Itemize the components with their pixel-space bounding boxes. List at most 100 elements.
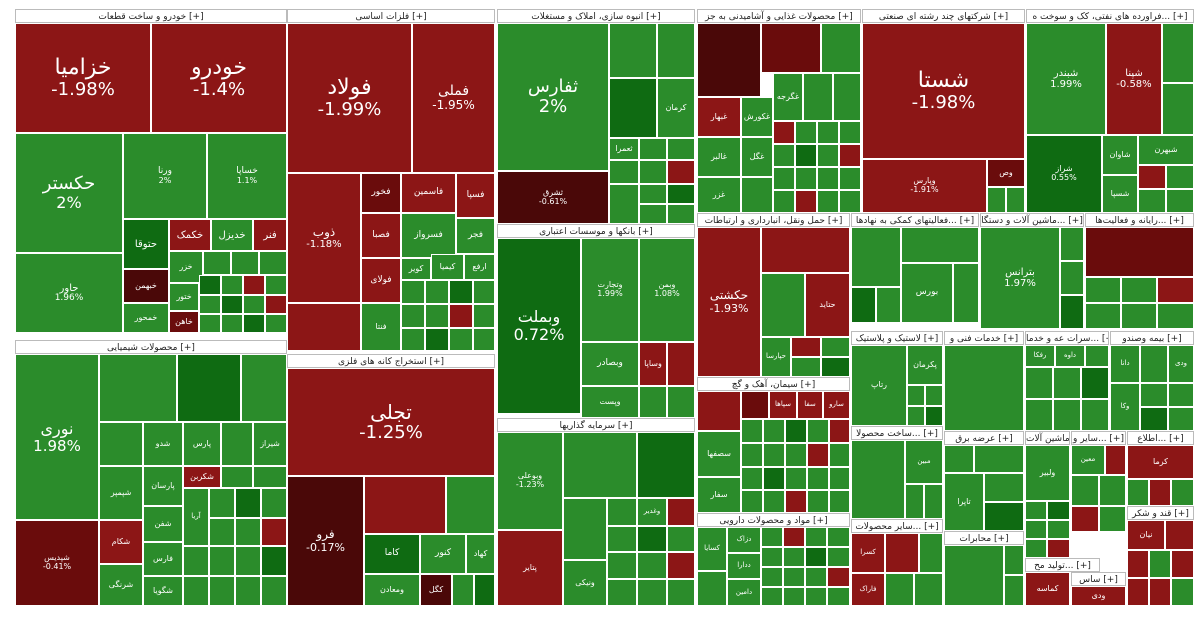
tile-pekerman[interactable]: رتاپ xyxy=(851,345,907,426)
tile-inv-11[interactable] xyxy=(637,579,667,606)
tile-vasepehr[interactable]: ونیکی xyxy=(563,560,607,606)
tile-oil-5[interactable] xyxy=(1138,189,1166,213)
tile-food-9[interactable] xyxy=(795,144,817,167)
tile-nian[interactable]: کماسه xyxy=(1025,572,1070,606)
sector-header-telecom[interactable]: محابرات [+] xyxy=(944,531,1024,545)
tile-saamra[interactable]: ثعمرا xyxy=(609,138,639,160)
tile-elec-3[interactable] xyxy=(984,473,1024,502)
tile-machinery-3[interactable] xyxy=(1060,295,1084,329)
tile-services-3[interactable] xyxy=(1053,367,1081,399)
sector-header-cement[interactable]: سیمان، آهک و گچ [+] xyxy=(697,377,850,391)
sector-header-other-1[interactable]: سایر و... [+] xyxy=(1071,431,1126,445)
tile-metal-small-10[interactable] xyxy=(425,328,449,351)
tile-foolad[interactable]: فولاد -1.99% xyxy=(287,23,412,173)
tile-re-small-1[interactable] xyxy=(609,23,657,78)
tile-inv-2[interactable] xyxy=(607,498,637,526)
tile-chem-big-1[interactable] xyxy=(99,354,177,422)
tile-pharma-5[interactable] xyxy=(827,527,850,547)
tile-mobin[interactable]: تاپرا xyxy=(944,473,984,531)
tile-vanikki[interactable]: وغدیر xyxy=(637,498,667,526)
tile-insurance-5[interactable] xyxy=(1168,407,1194,431)
tile-fars[interactable]: فارس xyxy=(143,542,183,576)
tile-auto-small-6[interactable] xyxy=(243,275,265,295)
tile-kesaya[interactable]: کسرا xyxy=(851,533,885,573)
tile-sesharq[interactable]: ثشرق -0.61% xyxy=(497,171,609,224)
tile-vamaaden[interactable]: ومعادن xyxy=(364,574,420,606)
tile-chem-13[interactable] xyxy=(235,546,261,576)
tile-pharma-15[interactable] xyxy=(783,587,805,606)
tile-info-3[interactable] xyxy=(1171,479,1194,506)
tile-pharma-7[interactable] xyxy=(783,547,805,567)
tile-metalprod-3[interactable] xyxy=(924,484,943,519)
tile-shekarbon[interactable]: شکربن xyxy=(183,466,221,488)
tile-daveh[interactable]: دامین xyxy=(727,579,761,606)
tile-food-19[interactable] xyxy=(839,190,861,213)
tile-vabemellat[interactable]: وبملت 0.72% xyxy=(497,238,581,414)
tile-cement-8[interactable] xyxy=(741,443,763,467)
tile-kehad[interactable]: کهاد xyxy=(466,534,495,574)
tile-pharma-13[interactable] xyxy=(827,567,850,587)
tile-khdizel[interactable]: خدیزل xyxy=(211,219,253,251)
tile-tajali[interactable]: تجلی -1.25% xyxy=(287,368,495,476)
tile-bank-small-3[interactable] xyxy=(667,386,695,418)
tile-support-2[interactable] xyxy=(901,227,979,263)
tile-sugar-6[interactable] xyxy=(1149,578,1171,606)
tile-insurance-1[interactable] xyxy=(1140,345,1168,383)
sector-header-multi-industry[interactable]: شرکتهای چند رشته ای صنعتی [+] xyxy=(862,9,1025,23)
tile-shedo[interactable]: شدو xyxy=(143,422,183,466)
tile-aria[interactable]: آریا xyxy=(183,488,209,546)
tile-sugar-5[interactable] xyxy=(1127,578,1149,606)
tile-support-3[interactable] xyxy=(953,263,979,323)
tile-re-small-13[interactable] xyxy=(667,204,695,224)
tile-bank-small-1[interactable] xyxy=(667,342,695,386)
tile-khakmak[interactable]: خکمک xyxy=(169,219,211,251)
tile-shepdis[interactable]: شپدیس -0.41% xyxy=(15,520,99,606)
tile-heparsa[interactable]: حپارسا xyxy=(761,337,791,377)
tile-oil-3[interactable] xyxy=(1138,165,1166,189)
tile-kenour[interactable]: کنور xyxy=(420,534,466,574)
tile-fameli[interactable]: فملی -1.95% xyxy=(412,23,495,173)
tile-other1-3[interactable] xyxy=(1099,475,1126,506)
tile-kerma[interactable]: نیان xyxy=(1127,520,1165,550)
tile-cement-2[interactable] xyxy=(741,391,769,419)
tile-shebahran[interactable]: شبهرن xyxy=(1138,135,1194,165)
tile-oil-4[interactable] xyxy=(1166,165,1194,189)
tile-cement-4[interactable] xyxy=(763,419,785,443)
tile-metal-small-4[interactable] xyxy=(473,280,495,304)
tile-inv-8[interactable] xyxy=(637,552,667,579)
tile-fanta[interactable]: فنتا xyxy=(361,303,401,351)
tile-transport-5[interactable] xyxy=(791,357,821,377)
tile-mining-small-2[interactable] xyxy=(474,574,495,606)
tile-cement-3[interactable] xyxy=(741,419,763,443)
tile-shepna[interactable]: شپنا -0.58% xyxy=(1106,23,1162,135)
tile-it-5[interactable] xyxy=(1085,303,1121,329)
tile-insurance-4[interactable] xyxy=(1140,407,1168,431)
tile-vabeman[interactable]: وبمن 1.08% xyxy=(639,238,695,342)
tile-chem-4[interactable] xyxy=(253,466,287,488)
tile-pars[interactable]: پارس xyxy=(183,422,221,466)
sector-header-electricity[interactable]: عرضه برق [+] xyxy=(944,431,1024,445)
tile-support-1[interactable] xyxy=(851,227,901,287)
tile-bours[interactable]: بورس xyxy=(901,263,953,323)
tile-multi-1[interactable] xyxy=(987,187,1006,213)
tile-re-small-12[interactable] xyxy=(639,204,667,224)
tile-re-small-5[interactable] xyxy=(667,138,695,160)
sector-header-information[interactable]: اطلاع... [+] xyxy=(1127,431,1194,445)
sector-header-machinery[interactable]: ماشین آلات و دستگا... [+] xyxy=(980,213,1084,227)
tile-ghalebar[interactable]: غالبر xyxy=(697,137,741,177)
tile-pharma-3[interactable] xyxy=(783,527,805,547)
tile-services-1[interactable] xyxy=(1085,345,1109,367)
tile-chem-6[interactable] xyxy=(235,488,261,518)
tile-sefa[interactable]: سفا xyxy=(797,391,823,419)
tile-shefan[interactable]: شفن xyxy=(143,506,183,542)
tile-metal-small-7[interactable] xyxy=(449,304,473,328)
tile-metalprod-2[interactable] xyxy=(905,484,924,519)
tile-food-16[interactable] xyxy=(773,190,795,213)
tile-services-2[interactable] xyxy=(1025,367,1053,399)
tile-foro[interactable]: فرو -0.17% xyxy=(287,476,364,606)
tile-otherprod-1[interactable] xyxy=(885,533,919,573)
tile-vadi[interactable]: ودی xyxy=(1168,345,1194,383)
tile-other1-1[interactable] xyxy=(1105,445,1126,475)
tile-fajr[interactable]: فجر xyxy=(456,218,495,254)
tile-auto-small-5[interactable] xyxy=(221,275,243,295)
